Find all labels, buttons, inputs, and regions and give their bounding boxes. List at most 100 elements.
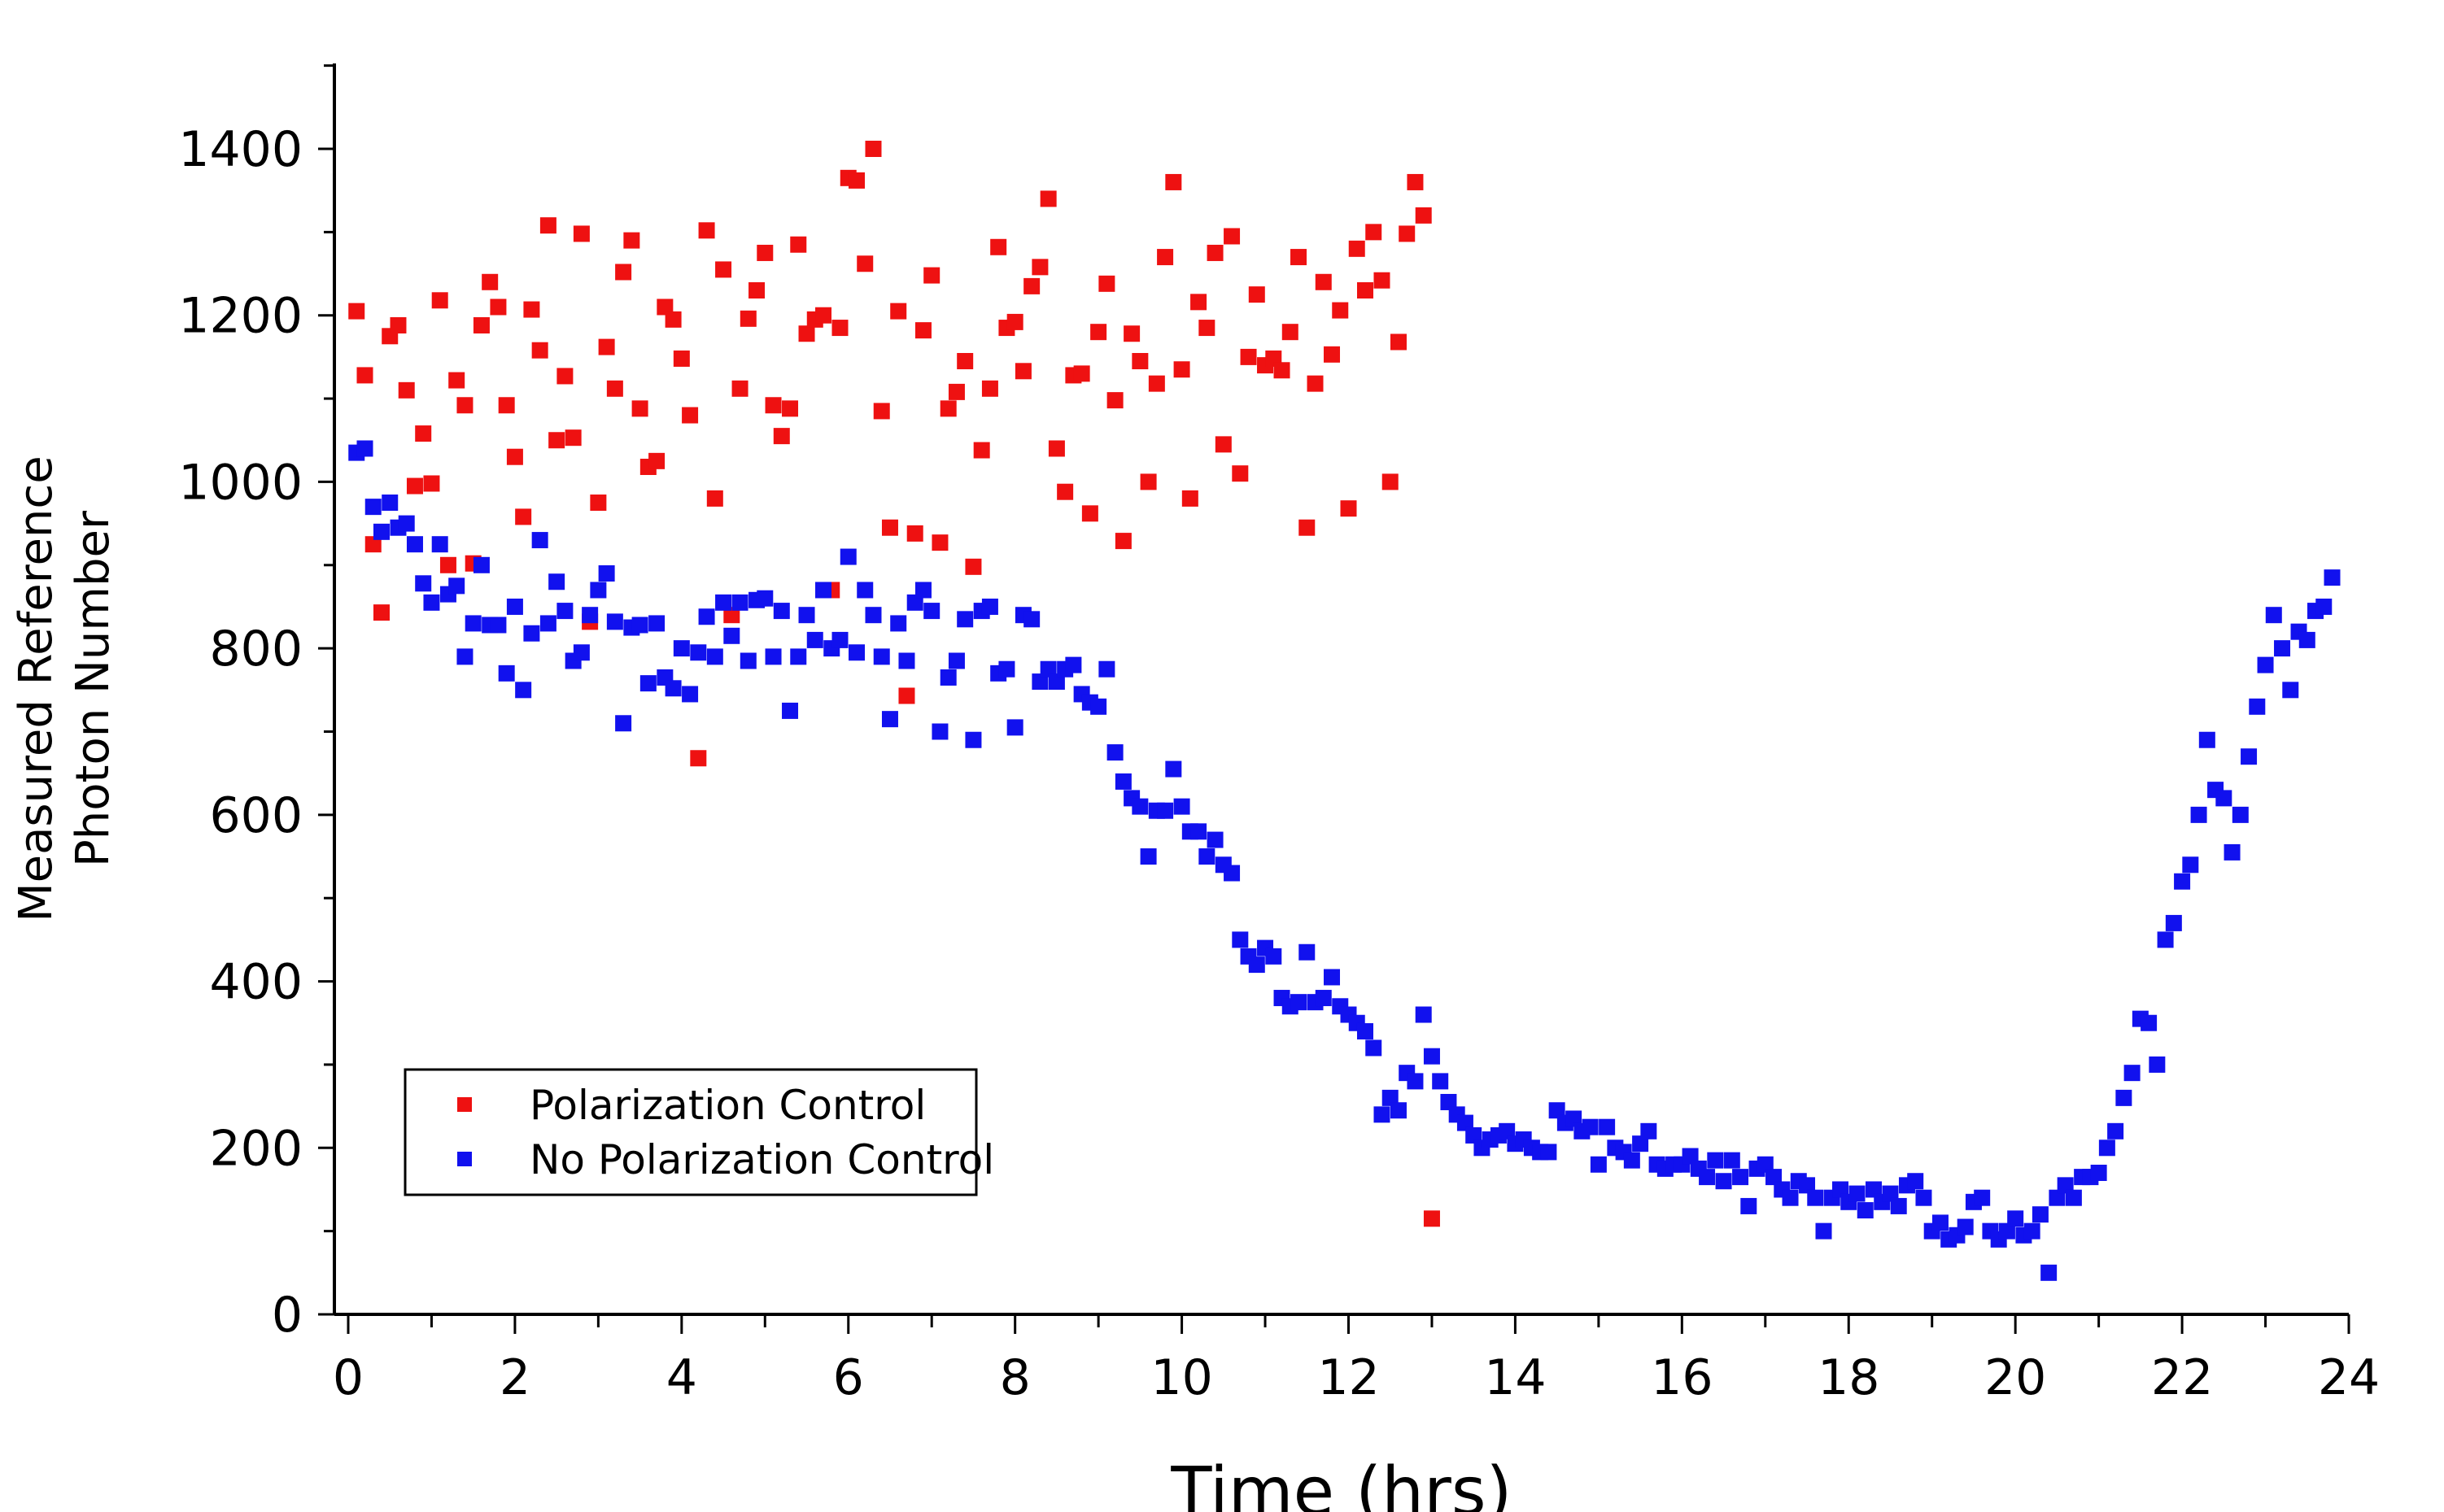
- x-axis-label: Time (hrs): [1170, 1453, 1512, 1512]
- data-point: [2165, 914, 2182, 931]
- legend: Polarization Control No Polarization Con…: [404, 1068, 994, 1196]
- data-point: [639, 675, 657, 692]
- data-point: [906, 525, 923, 542]
- data-point: [498, 397, 515, 414]
- data-point: [940, 669, 957, 686]
- data-point: [423, 475, 440, 492]
- data-point: [1373, 1106, 1390, 1123]
- data-point: [1140, 473, 1157, 490]
- data-point: [731, 594, 748, 611]
- data-point: [1390, 1102, 1407, 1119]
- data-point: [356, 367, 373, 384]
- data-point: [665, 311, 682, 328]
- data-point: [914, 322, 932, 339]
- legend-label-no-polarization: No Polarization Control: [530, 1136, 994, 1183]
- data-point: [948, 383, 965, 400]
- data-point: [490, 298, 507, 316]
- legend-box: [404, 1068, 978, 1196]
- y-axis-label-line-1: Measured Reference: [10, 455, 63, 922]
- data-point: [1740, 1197, 1757, 1214]
- data-point: [2023, 1222, 2040, 1240]
- data-point: [1365, 1039, 1382, 1057]
- data-point: [806, 631, 823, 648]
- data-point: [1224, 228, 1241, 245]
- data-point: [1340, 500, 1357, 517]
- data-point: [1040, 190, 1057, 207]
- data-point: [1190, 823, 1207, 840]
- data-point: [531, 342, 548, 359]
- data-point: [2049, 1189, 2066, 1206]
- y-tick-label: 1000: [178, 454, 303, 511]
- data-point: [1298, 943, 1316, 961]
- data-point: [690, 750, 707, 767]
- data-point: [1407, 173, 1424, 190]
- data-point: [815, 582, 832, 599]
- data-point: [1415, 1006, 1432, 1023]
- data-point: [498, 664, 515, 682]
- data-point: [1140, 848, 1157, 865]
- data-point: [1032, 673, 1049, 691]
- data-point: [782, 702, 799, 719]
- data-point: [1799, 1177, 1816, 1194]
- data-point: [706, 648, 723, 665]
- data-point: [556, 603, 574, 620]
- data-point: [1207, 244, 1224, 261]
- data-point: [773, 603, 790, 620]
- data-point: [548, 573, 565, 590]
- data-point: [415, 425, 432, 442]
- data-point: [2265, 607, 2282, 624]
- x-tick-label: 14: [1484, 1349, 1546, 1406]
- data-point: [506, 448, 523, 465]
- data-point: [1057, 483, 1074, 500]
- data-point: [790, 236, 807, 253]
- y-tick-label: 1400: [178, 121, 303, 178]
- data-point: [1381, 473, 1399, 490]
- legend-marker-no-polarization: [457, 1152, 472, 1166]
- data-point: [757, 590, 774, 607]
- data-point: [865, 607, 882, 624]
- data-point: [382, 495, 399, 512]
- data-point: [565, 429, 582, 447]
- data-point: [740, 652, 757, 669]
- data-point: [706, 490, 723, 507]
- data-point: [790, 648, 807, 665]
- data-point: [415, 575, 432, 592]
- data-point: [857, 582, 874, 599]
- data-point: [1757, 1156, 1774, 1173]
- data-point: [373, 604, 390, 621]
- data-point: [1907, 1173, 1924, 1190]
- data-point: [1315, 273, 1332, 290]
- data-point: [1365, 224, 1382, 241]
- data-point: [690, 644, 707, 661]
- data-point: [2324, 569, 2341, 586]
- data-point: [431, 536, 448, 553]
- x-tick-label: 24: [2318, 1349, 2380, 1406]
- data-point: [782, 400, 799, 417]
- data-point: [590, 495, 607, 512]
- data-point: [1081, 505, 1098, 522]
- data-series: [348, 141, 2341, 1281]
- data-point: [1707, 1152, 1724, 1169]
- data-point: [1699, 1169, 1716, 1186]
- data-point: [898, 687, 915, 704]
- x-tick-label: 22: [2151, 1349, 2213, 1406]
- data-point: [2032, 1206, 2049, 1223]
- data-point: [1974, 1189, 1991, 1206]
- x-tick-label: 6: [833, 1349, 864, 1406]
- data-point: [1732, 1169, 1749, 1186]
- data-point: [539, 217, 556, 234]
- data-point: [1157, 802, 1174, 819]
- data-point: [881, 711, 898, 728]
- data-point: [1998, 1222, 2015, 1240]
- data-point: [539, 615, 556, 632]
- data-point: [906, 594, 923, 611]
- data-point: [1273, 362, 1290, 379]
- x-tick-label: 10: [1150, 1349, 1212, 1406]
- data-point: [1332, 302, 1349, 319]
- data-point: [373, 523, 390, 540]
- data-point: [740, 310, 757, 327]
- data-point: [673, 640, 690, 657]
- data-point: [1132, 353, 1149, 370]
- data-point: [364, 499, 382, 516]
- data-point: [698, 222, 715, 239]
